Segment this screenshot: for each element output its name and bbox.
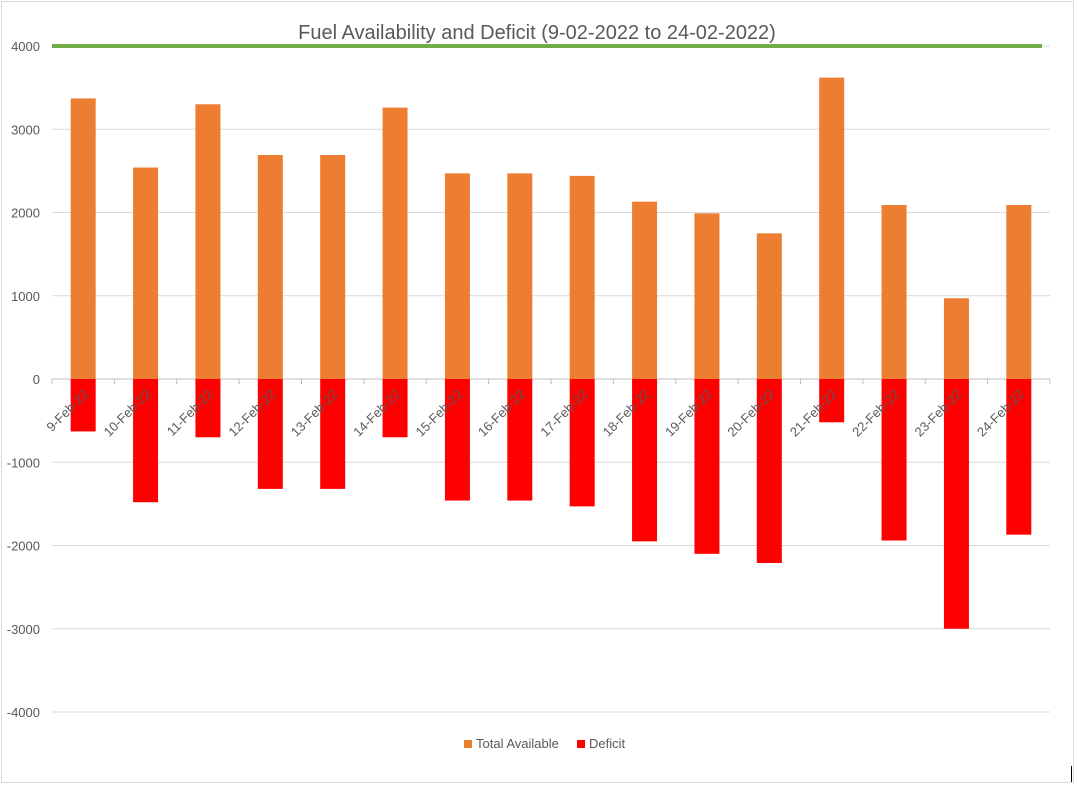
bar-total-available (819, 77, 845, 379)
y-tick-label: 4000 (11, 39, 40, 54)
bar-total-available (881, 205, 907, 379)
bar-total-available (382, 107, 408, 379)
bar-total-available (133, 167, 159, 379)
bar-deficit (133, 379, 159, 503)
legend-label-deficit: Deficit (589, 736, 626, 751)
bar-deficit (632, 379, 658, 542)
legend: Total Available Deficit (464, 736, 626, 751)
bar-deficit (195, 379, 221, 438)
bar-total-available (507, 173, 533, 379)
y-tick-label: 3000 (11, 122, 40, 137)
bar-total-available (632, 201, 658, 379)
bar-total-available (70, 98, 96, 379)
bar-deficit (320, 379, 346, 489)
bar-total-available (320, 155, 346, 379)
bar-deficit (819, 379, 845, 423)
y-tick-label: -2000 (7, 539, 40, 554)
bar-deficit (382, 379, 408, 438)
y-tick-label: -1000 (7, 455, 40, 470)
bar-total-available (756, 233, 782, 379)
bar-deficit (1006, 379, 1032, 535)
bar-deficit (444, 379, 470, 501)
y-tick-label: -3000 (7, 622, 40, 637)
bars (70, 77, 1032, 629)
bar-total-available (943, 298, 969, 379)
bar-deficit (70, 379, 96, 432)
bar-total-available (195, 104, 221, 380)
bar-deficit (694, 379, 720, 554)
bar-total-available (569, 175, 595, 379)
y-axis-tick-labels: 4000 3000 2000 1000 0 -1000 -2000 -3000 -4000 (7, 39, 40, 720)
legend-swatch-deficit (577, 740, 585, 748)
chart-title: Fuel Availability and Deficit (9-02-2022… (298, 22, 776, 44)
y-tick-label: 2000 (11, 206, 40, 221)
bar-deficit (881, 379, 907, 541)
bar-deficit (569, 379, 595, 507)
bar-deficit (943, 379, 969, 629)
x-axis-tick-labels: 9-Feb-22 10-Feb-22 11-Feb-22 12-Feb-22 13-Fe… (43, 387, 1027, 440)
legend-swatch-total-available (464, 740, 472, 748)
bar-total-available (257, 155, 283, 379)
bar-total-available (1006, 205, 1032, 379)
y-tick-label: -4000 (7, 705, 40, 720)
bar-total-available (444, 173, 470, 379)
y-tick-label: 1000 (11, 289, 40, 304)
bar-deficit (507, 379, 533, 501)
bar-deficit (257, 379, 283, 489)
bar-total-available (694, 213, 720, 379)
bar-deficit (756, 379, 782, 563)
y-tick-label: 0 (33, 372, 40, 387)
legend-label-total-available: Total Available (476, 736, 559, 751)
text-cursor (1071, 766, 1072, 782)
